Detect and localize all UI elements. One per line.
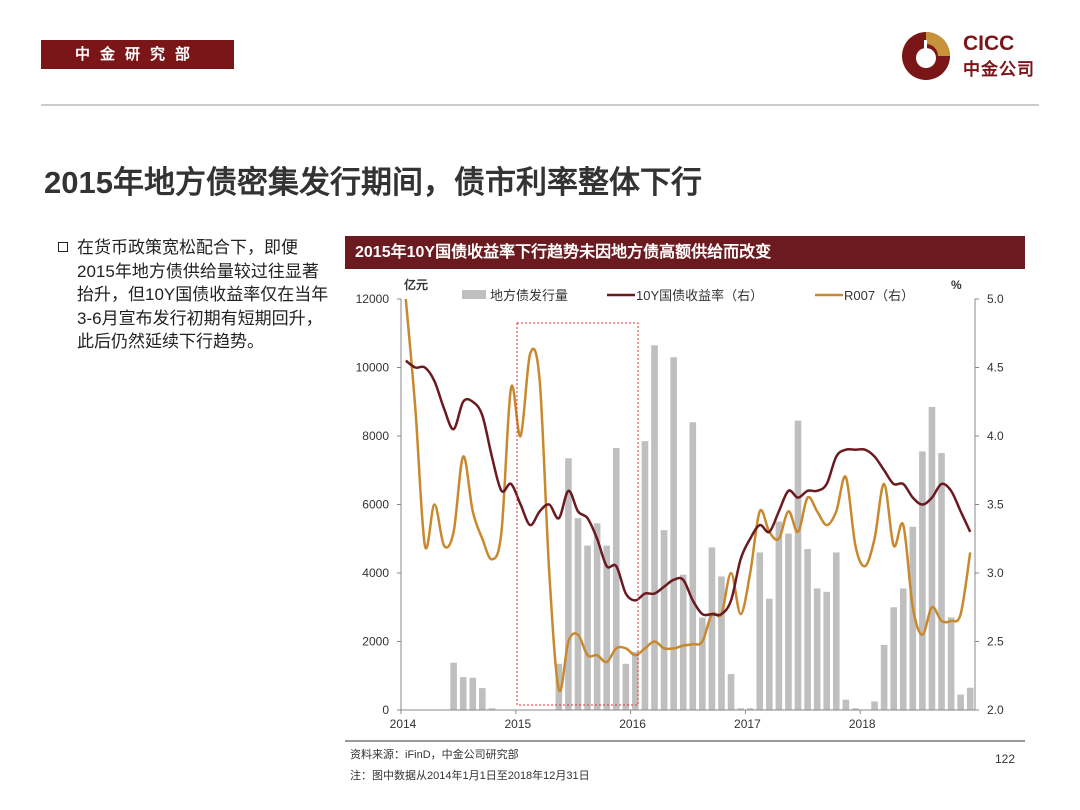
x-tick-label: 2016 (619, 717, 646, 731)
bar (727, 674, 735, 710)
bar (584, 545, 591, 710)
bar (832, 552, 840, 710)
bar (775, 521, 783, 710)
bar (813, 588, 821, 710)
left-tick-label: 12000 (356, 292, 390, 306)
bullet-square-icon (58, 242, 68, 252)
right-tick-label: 4.5 (987, 361, 1004, 375)
bar (555, 663, 563, 710)
footer-divider (345, 740, 1025, 742)
right-tick-label: 3.0 (987, 566, 1004, 580)
bar (746, 708, 754, 710)
bar (890, 607, 897, 710)
bar (679, 574, 687, 710)
bar (785, 533, 792, 710)
logo-text-cn: 中金公司 (963, 60, 1035, 79)
left-tick-label: 10000 (356, 361, 390, 375)
bar (871, 701, 878, 710)
right-tick-label: 2.0 (987, 703, 1004, 717)
left-tick-label: 2000 (362, 635, 389, 649)
legend-swatch-bars (462, 290, 486, 299)
bar (823, 591, 831, 710)
bar (660, 530, 668, 710)
bar (479, 688, 486, 710)
left-tick-label: 8000 (362, 429, 389, 443)
bar (766, 598, 773, 710)
x-tick-label: 2015 (504, 717, 531, 731)
bar (938, 453, 945, 710)
left-tick-label: 4000 (362, 566, 389, 580)
10y-yield-line (405, 359, 972, 617)
bar (459, 677, 467, 710)
bar (593, 523, 601, 710)
bar (842, 699, 850, 710)
bar (919, 451, 926, 710)
bar (966, 687, 974, 710)
legend-label-10y: 10Y国债收益率（右） (636, 288, 763, 303)
cicc-logo-icon (902, 32, 950, 80)
bar (947, 617, 955, 710)
bar (737, 708, 744, 710)
bar (622, 663, 630, 710)
x-tick-label: 2018 (849, 717, 876, 731)
bar (689, 422, 697, 710)
bar (756, 552, 764, 710)
bar (612, 447, 620, 710)
bullet-point: 在货币政策宽松配合下，即便2015年地方债供给量较过往显著抬升，但10Y国债收益… (58, 236, 333, 354)
bar (565, 458, 572, 710)
right-tick-label: 5.0 (987, 292, 1004, 306)
bar (488, 708, 496, 710)
legend-label-r007: R007（右） (844, 288, 914, 303)
bar (699, 617, 706, 710)
slide-title: 2015年地方债密集发行期间，债市利率整体下行 (44, 165, 702, 200)
bullet-text: 在货币政策宽松配合下，即便2015年地方债供给量较过往显著抬升，但10Y国债收益… (77, 238, 329, 351)
bar (899, 588, 907, 710)
bar (651, 345, 658, 710)
left-unit-label: 亿元 (404, 277, 428, 292)
x-tick-label: 2017 (734, 717, 761, 731)
r007-line (404, 298, 972, 693)
bar (928, 406, 936, 710)
divider (41, 104, 1039, 106)
department-label: 中金研究部 (41, 40, 234, 69)
left-tick-label: 0 (382, 703, 389, 717)
bar (794, 420, 802, 710)
logo-text-en: CICC (963, 32, 1015, 55)
highlight-box-2015 (516, 322, 639, 706)
source-note: 资料来源：iFinD，中金公司研究部 (350, 749, 519, 761)
bar (574, 518, 582, 710)
bar (641, 441, 649, 710)
bar (670, 357, 677, 710)
bar (957, 694, 964, 710)
bar (852, 708, 859, 710)
bar (632, 651, 639, 710)
bar (469, 677, 477, 710)
x-tick-label: 2014 (390, 717, 417, 731)
chart-title: 2015年10Y国债收益率下行趋势未因地方债高额供给而改变 (345, 236, 1025, 269)
bar (603, 545, 610, 710)
left-tick-label: 6000 (362, 498, 389, 512)
right-tick-label: 4.0 (987, 429, 1004, 443)
right-tick-label: 3.5 (987, 498, 1004, 512)
right-tick-label: 2.5 (987, 635, 1004, 649)
bar (718, 576, 725, 710)
legend-label-bars: 地方债发行量 (490, 288, 568, 303)
bar (909, 526, 917, 710)
bar (880, 644, 888, 710)
bar (708, 547, 716, 710)
right-unit-label: % (951, 278, 962, 292)
bar (804, 549, 811, 710)
page-number: 122 (995, 752, 1016, 766)
data-note: 注：图中数据从2014年1月1日至2018年12月31日 (350, 770, 590, 782)
bar (450, 662, 457, 710)
